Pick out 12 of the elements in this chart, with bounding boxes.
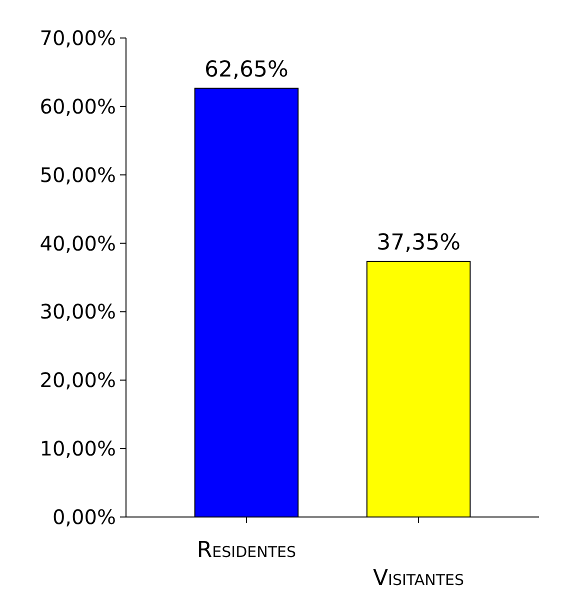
x-tick-label: Residentes xyxy=(196,538,296,563)
y-tick-label: 20,00% xyxy=(40,368,116,392)
y-tick-label: 60,00% xyxy=(40,94,116,118)
x-tick-label: Visitantes xyxy=(373,566,464,591)
y-tick-label: 50,00% xyxy=(40,162,116,187)
y-tick-label: 30,00% xyxy=(40,300,116,324)
data-label: 62,65% xyxy=(204,57,288,82)
y-tick-label: 70,00% xyxy=(40,26,116,50)
y-tick-label: 40,00% xyxy=(40,231,116,256)
y-tick-label: 0,00% xyxy=(52,505,116,529)
data-label: 37,35% xyxy=(376,230,460,256)
y-tick-label: 10,00% xyxy=(40,436,116,461)
